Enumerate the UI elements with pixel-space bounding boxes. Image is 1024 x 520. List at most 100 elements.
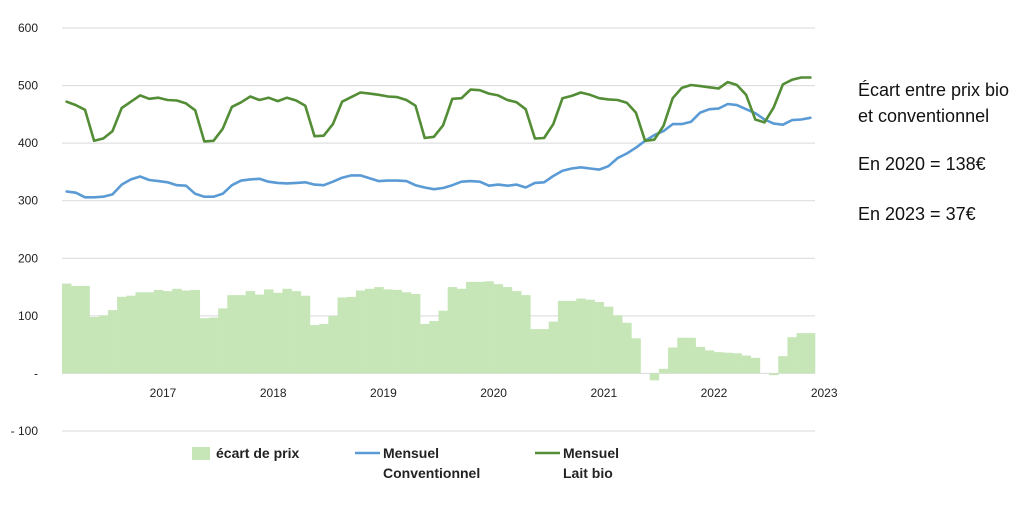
bar-ecart [135, 292, 145, 374]
bar-ecart [374, 287, 384, 374]
bar-ecart [218, 308, 228, 374]
legend-label: Mensuel [563, 445, 619, 461]
bar-ecart [328, 315, 338, 374]
bar-ecart [300, 295, 311, 374]
bar-ecart [401, 292, 412, 374]
x-tick-label: 2017 [150, 386, 177, 400]
bar-ecart [144, 292, 155, 374]
bar-ecart [163, 291, 173, 374]
bar-ecart [521, 295, 531, 374]
bar-ecart [557, 300, 568, 374]
y-tick-label: 100 [18, 309, 38, 323]
legend-label-line2: Lait bio [563, 465, 613, 481]
legend: écart de prix Mensuel Conventionnel Mensuel… [192, 445, 619, 481]
bar-ecart [603, 306, 614, 374]
annotation-title-line2: et conventionnel [858, 106, 990, 126]
bar-ecart [796, 333, 807, 374]
bar-ecart [264, 289, 274, 374]
legend-label-line2: Conventionnel [383, 465, 480, 481]
bar-ecart [805, 333, 816, 374]
annotation-title-line1: Écart entre prix bio [858, 80, 1010, 100]
bar-ecart [172, 288, 182, 374]
bar-ecart [346, 296, 357, 374]
bar-ecart [392, 289, 403, 374]
bar-ecart [319, 323, 329, 374]
bar-ecart [668, 347, 678, 374]
bar-ecart [227, 295, 237, 374]
bar-ecart [713, 352, 724, 374]
bar-ecart [309, 325, 320, 374]
bar-ecart [254, 294, 265, 374]
bar-ecart [594, 302, 605, 374]
y-tick-label: 300 [18, 194, 38, 208]
bar-ecart [456, 288, 467, 374]
bar-ecart [466, 281, 476, 374]
y-tick-label: 500 [18, 79, 38, 93]
bar-ecart [383, 289, 393, 374]
bar-ecart [89, 317, 100, 374]
bar-ecart [502, 287, 513, 374]
line-conventionnel [65, 102, 812, 199]
x-tick-label: 2018 [260, 386, 287, 400]
y-tick-label: 400 [18, 136, 38, 150]
bar-ecart [475, 281, 485, 374]
x-tick-label: 2022 [701, 386, 728, 400]
bar-ecart [493, 284, 504, 374]
bar-ecart [355, 290, 366, 374]
bar-ecart [539, 329, 549, 374]
bar-ecart [107, 310, 118, 374]
bar-ecart [576, 298, 586, 374]
bar-ecart [484, 281, 494, 374]
bar-ecart [769, 373, 779, 376]
bar-ecart [420, 323, 430, 374]
bar-ecart [447, 287, 458, 374]
bar-ecart [695, 346, 706, 374]
bar-ecart [126, 295, 136, 374]
bar-ecart [291, 291, 302, 374]
bar-ecart [612, 315, 623, 374]
bar-ecart [567, 300, 577, 374]
bar-ecart [438, 310, 448, 374]
bar-ecart [236, 295, 246, 374]
annotation-2023: En 2023 = 37€ [858, 204, 976, 224]
bar-ecart [117, 296, 127, 374]
bar-ecart [548, 321, 559, 374]
bar-ecart [723, 352, 733, 374]
y-axis-ticks: 600 500 400 300 200 100 - - 100 [11, 21, 39, 438]
bar-ecart [199, 318, 210, 374]
bar-ecart [190, 289, 201, 374]
bar-ecart [282, 288, 292, 374]
x-tick-label: 2020 [480, 386, 507, 400]
bar-ecart [208, 317, 219, 374]
bar-ecart [732, 353, 742, 374]
bar-ecart [704, 350, 715, 374]
bar-ecart [511, 291, 522, 374]
price-lines [65, 76, 812, 199]
y-tick-label: - [34, 366, 38, 380]
x-axis-ticks: 2017 2018 2019 2020 2021 2022 2023 [150, 386, 838, 400]
bar-ecart [631, 338, 641, 374]
bar-ecart [337, 297, 347, 374]
x-tick-label: 2023 [811, 386, 838, 400]
legend-swatch-ecart [192, 447, 210, 460]
bar-ecart [741, 355, 752, 374]
bar-ecart [530, 329, 540, 374]
bar-ecart [62, 283, 72, 374]
y-tick-label: - 100 [11, 424, 39, 438]
bar-ecart [686, 337, 696, 374]
price-gap-bars [62, 281, 816, 381]
annotation-2020: En 2020 = 138€ [858, 154, 986, 174]
y-tick-label: 200 [18, 251, 38, 265]
bar-ecart [622, 322, 632, 374]
bar-ecart [649, 373, 660, 381]
bar-ecart [98, 315, 109, 374]
bar-ecart [429, 321, 439, 374]
bar-ecart [750, 357, 761, 374]
x-tick-label: 2019 [370, 386, 397, 400]
bar-ecart [181, 290, 191, 374]
line-lait-bio [65, 76, 812, 143]
x-tick-label: 2021 [590, 386, 617, 400]
y-tick-label: 600 [18, 21, 38, 35]
legend-label: écart de prix [216, 445, 299, 461]
